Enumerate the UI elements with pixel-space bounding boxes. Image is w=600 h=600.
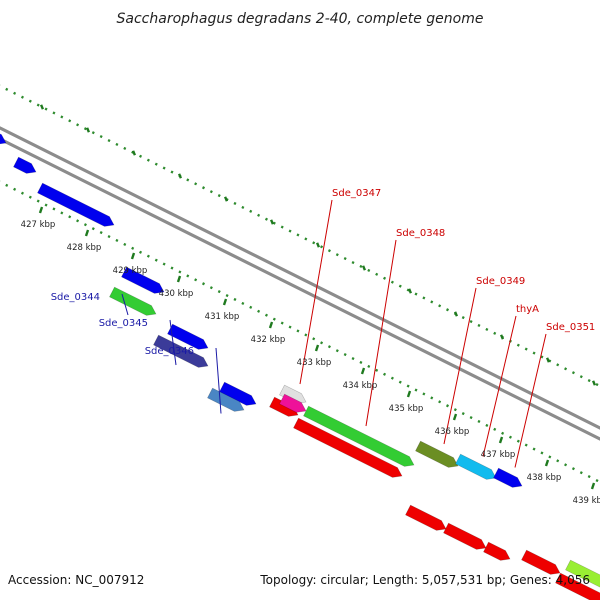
kbp-tick-label: 431 kbp (205, 312, 240, 322)
inner-major-tick (544, 459, 550, 467)
gene-arrow (293, 417, 403, 478)
gene-arrow (455, 453, 497, 480)
gene-labels: Sde_0344 Sde_0345 Sde_0346 Sde_0347 Sde_0348… (51, 188, 595, 468)
outer-major-tick (361, 265, 367, 271)
inner-major-tick (498, 436, 504, 444)
inner-major-tick (176, 275, 182, 283)
gene-arrow (415, 440, 459, 468)
gene-label-leader (215, 347, 222, 414)
inner-major-tick (268, 321, 274, 329)
inner-major-tick (130, 252, 136, 260)
gene-label: Sde_0344 (51, 292, 100, 303)
outer-major-tick (545, 357, 551, 363)
gene-label-leader (482, 315, 517, 457)
kbp-tick-label: 428 kbp (67, 243, 102, 253)
kbp-tick-label: 439 kbp (573, 496, 600, 506)
kbp-tick-label: 438 kbp (527, 473, 562, 483)
inner-major-tick (84, 229, 90, 237)
outer-major-tick (85, 127, 91, 133)
gene-arrow (167, 323, 209, 350)
outer-major-tick (453, 311, 459, 317)
outer-major-tick (591, 380, 597, 386)
inner-dot-line (0, 180, 600, 484)
backbone-line-outer (0, 126, 600, 430)
gene-arrow (13, 156, 37, 174)
inner-major-tick (590, 482, 596, 490)
gene-arrow (207, 387, 245, 412)
gene-label: Sde_0346 (145, 346, 194, 357)
gene-label-leader (121, 293, 129, 316)
gene-arrow (279, 393, 307, 413)
gene-label-leader (514, 333, 547, 468)
gene-arrow (153, 334, 209, 368)
kbp-tick-label: 429 kbp (113, 266, 148, 276)
inner-major-tick (314, 344, 320, 352)
gene-label: Sde_0351 (546, 322, 595, 333)
gene-label: thyA (516, 304, 539, 315)
gene-label-leader (299, 199, 333, 385)
gene-label-leader (365, 239, 397, 427)
kbp-tick-label: 433 kbp (297, 358, 332, 368)
inner-major-tick (222, 298, 228, 306)
gene-label: Sde_0347 (332, 188, 381, 199)
outer-major-tick (131, 150, 137, 156)
backbone-line-inner (0, 137, 600, 441)
outer-major-tick (499, 334, 505, 340)
kbp-tick-label: 432 kbp (251, 335, 286, 345)
gene-label: Sde_0348 (396, 228, 445, 239)
inner-major-tick (360, 367, 366, 375)
gene-arrow (219, 381, 257, 406)
gene-arrow (405, 504, 447, 531)
outer-major-tick (315, 242, 321, 248)
kbp-tick-label: 427 kbp (21, 220, 56, 230)
accession-label: Accession: NC_007912 (8, 573, 145, 587)
map-title: Saccharophagus degradans 2-40, complete … (117, 11, 484, 27)
gene-arrow (121, 266, 165, 294)
gene-arrow (555, 572, 600, 600)
gene-label-leader (169, 319, 177, 366)
outer-major-tick (39, 104, 45, 110)
inner-major-tick (38, 206, 44, 214)
gene-arrow (37, 182, 115, 227)
kbp-tick-label: 430 kbp (159, 289, 194, 299)
gene-arrow (109, 286, 157, 316)
gene-label: Sde_0345 (99, 318, 148, 329)
outer-major-tick (223, 196, 229, 202)
gene-label-leader (443, 287, 477, 445)
kbp-tick-label: 435 kbp (389, 404, 424, 414)
genome-backbone (0, 126, 600, 441)
gene-arrow (0, 133, 7, 145)
gene-arrow (483, 541, 511, 561)
outer-dot-line (0, 84, 600, 388)
gene-label: Sde_0349 (476, 276, 525, 287)
kbp-ticks: 427 kbp 428 kbp 429 kbp 430 kbp 431 kbp 432 k… (21, 206, 600, 506)
outer-major-tick (269, 219, 275, 225)
kbp-tick-label: 436 kbp (435, 427, 470, 437)
topology-label: Topology: circular; Length: 5,057,531 bp… (260, 573, 590, 587)
outer-major-tick (407, 288, 413, 294)
gene-arrow (303, 405, 415, 467)
outer-major-tick (177, 173, 183, 179)
kbp-tick-label: 434 kbp (343, 381, 378, 391)
gene-arrow (493, 467, 523, 488)
inner-major-tick (406, 390, 412, 398)
inner-major-tick (452, 413, 458, 421)
outer-dot-track (0, 84, 600, 484)
gene-features (0, 133, 600, 600)
gene-arrow (521, 549, 561, 575)
kbp-tick-label: 437 kbp (481, 450, 516, 460)
gene-arrow (443, 522, 487, 550)
